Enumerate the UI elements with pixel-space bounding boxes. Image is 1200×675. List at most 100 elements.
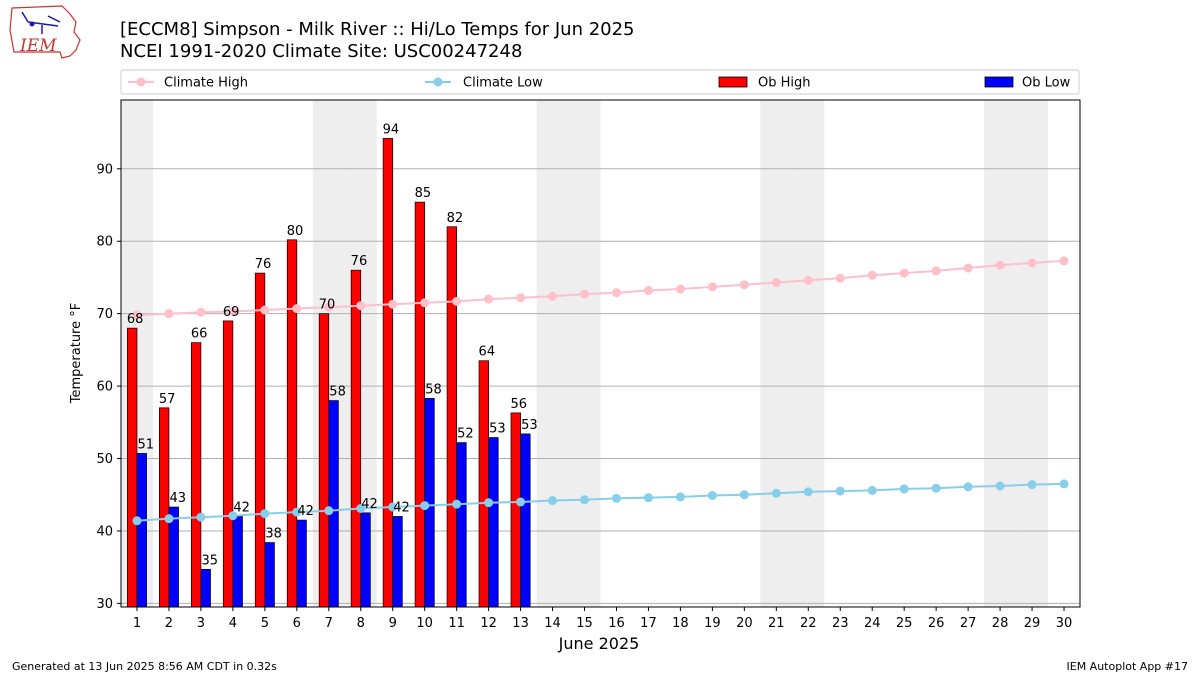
climate-high-point-day-12: [484, 294, 494, 304]
ob-high-bar-day-13: [510, 412, 521, 608]
climate-low-point-day-23: [835, 486, 845, 496]
ob-low-bar-day-3: [200, 568, 211, 608]
x-tick-label-19: 19: [704, 616, 721, 631]
climate-high-point-day-8: [356, 301, 366, 311]
climate-low-point-day-30: [1059, 479, 1069, 489]
legend-item-ob-high: Ob High: [718, 76, 811, 91]
ob-low-value-label-day-9: 42: [393, 500, 410, 515]
ob-low-value-label-day-7: 58: [329, 385, 346, 400]
legend-item-ob-low: Ob Low: [984, 76, 1071, 91]
ob-low-bar-day-1: [136, 453, 147, 608]
ob-high-bar-day-10: [414, 201, 426, 608]
x-tick-label-21: 21: [768, 616, 785, 631]
x-tick-label-28: 28: [992, 616, 1009, 631]
ob-high-value-label-day-12: 64: [479, 345, 496, 360]
y-tick-label-60: 60: [96, 380, 113, 395]
climate-high-point-day-15: [580, 289, 590, 299]
y-tick-label-30: 30: [96, 597, 113, 612]
x-tick-label-18: 18: [672, 616, 689, 631]
legend-label-ob-low: Ob Low: [1022, 76, 1071, 91]
weekend-shade-day-22: [792, 100, 825, 607]
climate-low-point-day-14: [548, 496, 558, 506]
climate-low-point-day-18: [675, 492, 685, 502]
y-axis-ticks: 30 40 50 60 70 80 90: [96, 162, 121, 612]
ob-low-bar-day-8: [360, 512, 371, 608]
x-tick-label-2: 2: [165, 616, 173, 631]
ob-low-bar-day-13: [520, 433, 531, 608]
climate-high-point-day-4: [228, 306, 238, 316]
legend-swatch-ob-high: [718, 76, 748, 88]
legend: Climate High Climate Low Ob High Ob Low: [120, 69, 1080, 95]
climate-low-point-day-6: [292, 507, 302, 517]
y-tick-label-70: 70: [96, 307, 113, 322]
climate-high-point-day-9: [388, 299, 398, 309]
weekend-shading: [121, 100, 1049, 607]
climate-high-point-day-19: [707, 282, 717, 292]
ob-high-value-label-day-11: 82: [447, 211, 464, 226]
ob-low-value-label-day-8: 42: [361, 497, 378, 512]
climate-high-point-day-29: [1027, 258, 1037, 268]
climate-high-point-day-24: [867, 270, 877, 280]
ob-low-value-label-day-10: 58: [425, 382, 442, 397]
x-tick-label-22: 22: [800, 616, 817, 631]
legend-label-climate-low: Climate Low: [463, 76, 543, 91]
climate-high-point-day-30: [1059, 256, 1069, 266]
climate-low-point-day-5: [260, 509, 270, 519]
ob-low-bar-day-11: [456, 442, 467, 608]
climate-low-point-day-19: [707, 490, 717, 500]
y-axis-label: Temperature °F: [69, 303, 84, 404]
climate-high-point-day-22: [803, 275, 813, 285]
x-tick-label-9: 9: [389, 616, 397, 631]
x-tick-label-15: 15: [576, 616, 593, 631]
climate-low-point-day-28: [995, 481, 1005, 491]
x-axis-ticks: 1 2 3 4 5 6 7 8 9 10 11 12 13 14 15 16 17 18 19 20 21 22 23 24 2…: [133, 607, 1072, 631]
climate-low-point-day-17: [643, 493, 653, 503]
ob-high-bar-day-2: [159, 407, 170, 608]
ob-low-value-label-day-5: 38: [265, 527, 282, 542]
climate-low-point-day-2: [164, 514, 174, 524]
climate-high-point-day-7: [324, 302, 334, 312]
weekend-shade-day-29: [1016, 100, 1049, 607]
climate-low-point-day-13: [516, 497, 526, 507]
ob-high-value-label-day-10: 85: [415, 186, 432, 201]
weather-station-icon: [21, 11, 61, 34]
x-tick-label-12: 12: [480, 616, 497, 631]
x-tick-label-3: 3: [197, 616, 205, 631]
climate-low-point-day-24: [867, 485, 877, 495]
y-tick-label-40: 40: [96, 524, 113, 539]
chart-subtitle: NCEI 1991-2020 Climate Site: USC00247248: [120, 41, 522, 62]
legend-label-climate-high: Climate High: [164, 76, 248, 91]
logo-text: IEM: [19, 36, 57, 56]
legend-marker-climate-high: [136, 77, 146, 87]
x-tick-label-27: 27: [960, 616, 977, 631]
legend-swatch-ob-low: [984, 76, 1014, 88]
legend-marker-climate-low: [433, 77, 443, 87]
x-tick-label-26: 26: [928, 616, 945, 631]
climate-high-point-day-2: [164, 309, 174, 319]
climate-low-line: [136, 482, 1065, 522]
climate-low-point-day-20: [739, 490, 749, 500]
legend-item-climate-high: Climate High: [128, 76, 248, 91]
weekend-shade-day-21: [760, 100, 793, 607]
footer-app-id: IEM Autoplot App #17: [1067, 660, 1189, 673]
ob-high-value-label-day-7: 70: [319, 298, 336, 313]
x-tick-label-8: 8: [357, 616, 365, 631]
ob-low-value-label-day-11: 52: [457, 427, 474, 442]
ob-high-value-label-day-4: 69: [223, 305, 240, 320]
iem-logo: IEM: [9, 5, 81, 59]
ob-low-value-label-day-13: 53: [521, 418, 538, 433]
x-tick-label-16: 16: [608, 616, 625, 631]
ob-high-value-label-day-1: 68: [127, 312, 144, 327]
plot-frame: [120, 99, 1081, 608]
x-tick-label-24: 24: [864, 616, 881, 631]
x-tick-label-20: 20: [736, 616, 753, 631]
climate-low-point-day-9: [388, 502, 398, 512]
weekend-shade-day-15: [568, 100, 601, 607]
x-tick-label-11: 11: [448, 616, 465, 631]
ob-low-value-label-day-4: 42: [233, 500, 250, 515]
ob-low-value-label-day-2: 43: [169, 491, 186, 506]
climate-low-point-day-10: [420, 501, 430, 511]
climate-low-point-day-8: [356, 503, 366, 513]
legend-frame: [120, 69, 1080, 95]
